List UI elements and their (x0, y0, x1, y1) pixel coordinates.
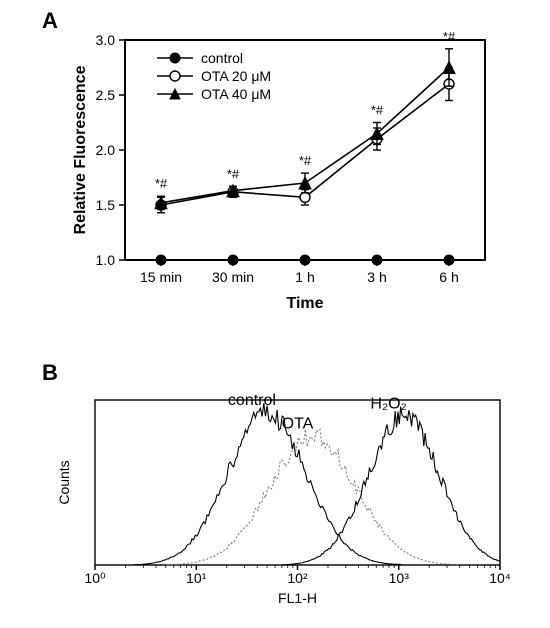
panel-a-chart: 1.0 1.5 2.0 2.5 3.0 Relative Fluorescence 15 m… (70, 30, 500, 320)
y-axis-title: Relative Fluorescence (72, 65, 89, 234)
x-tick-label: 10³ (389, 570, 410, 586)
panel-a-label: A (42, 8, 58, 34)
y-tick-label: 3.0 (96, 32, 116, 48)
legend-item: OTA 20 μM (201, 68, 271, 84)
hist-label-OTA: OTA (282, 415, 314, 432)
y-tick-label: 1.0 (96, 252, 116, 268)
hist-OTA (167, 429, 459, 565)
x-axis-title: Time (286, 295, 323, 312)
annotation: *# (443, 30, 456, 44)
y-tick-label: 1.5 (96, 197, 116, 213)
y-tick-label: 2.0 (96, 142, 116, 158)
hist-label-control: control (228, 392, 276, 409)
x-tick-label: 10¹ (186, 570, 207, 586)
x-tick-label: 10⁰ (84, 570, 106, 586)
x-tick-label: 10⁴ (489, 570, 511, 586)
x-tick-label: 3 h (367, 269, 386, 285)
y-axis-title: Counts (56, 460, 72, 504)
x-tick-label: 30 min (212, 269, 254, 285)
panel-b-label: B (42, 360, 58, 386)
x-tick-label: 6 h (439, 269, 458, 285)
x-tick-label: 10² (287, 570, 308, 586)
annotation: *# (155, 176, 168, 191)
hist-label-H2O2: H₂O₂ (370, 396, 406, 413)
legend-item: OTA 40 μM (201, 86, 271, 102)
hist-control (134, 403, 401, 565)
legend-item: control (201, 50, 243, 66)
y-tick-label: 2.5 (96, 87, 116, 103)
x-tick-label: 1 h (295, 269, 314, 285)
x-tick-label: 15 min (140, 269, 182, 285)
annotation: *# (227, 166, 240, 181)
panel-b-chart: 10⁰ 10¹ 10² 10³ 10⁴ FL1-H Counts control OTA H₂O₂ (55, 390, 515, 610)
annotation: *# (299, 153, 312, 168)
x-axis-title: FL1-H (278, 590, 317, 606)
hist-H2O2 (282, 407, 500, 565)
annotation: *# (371, 103, 384, 118)
